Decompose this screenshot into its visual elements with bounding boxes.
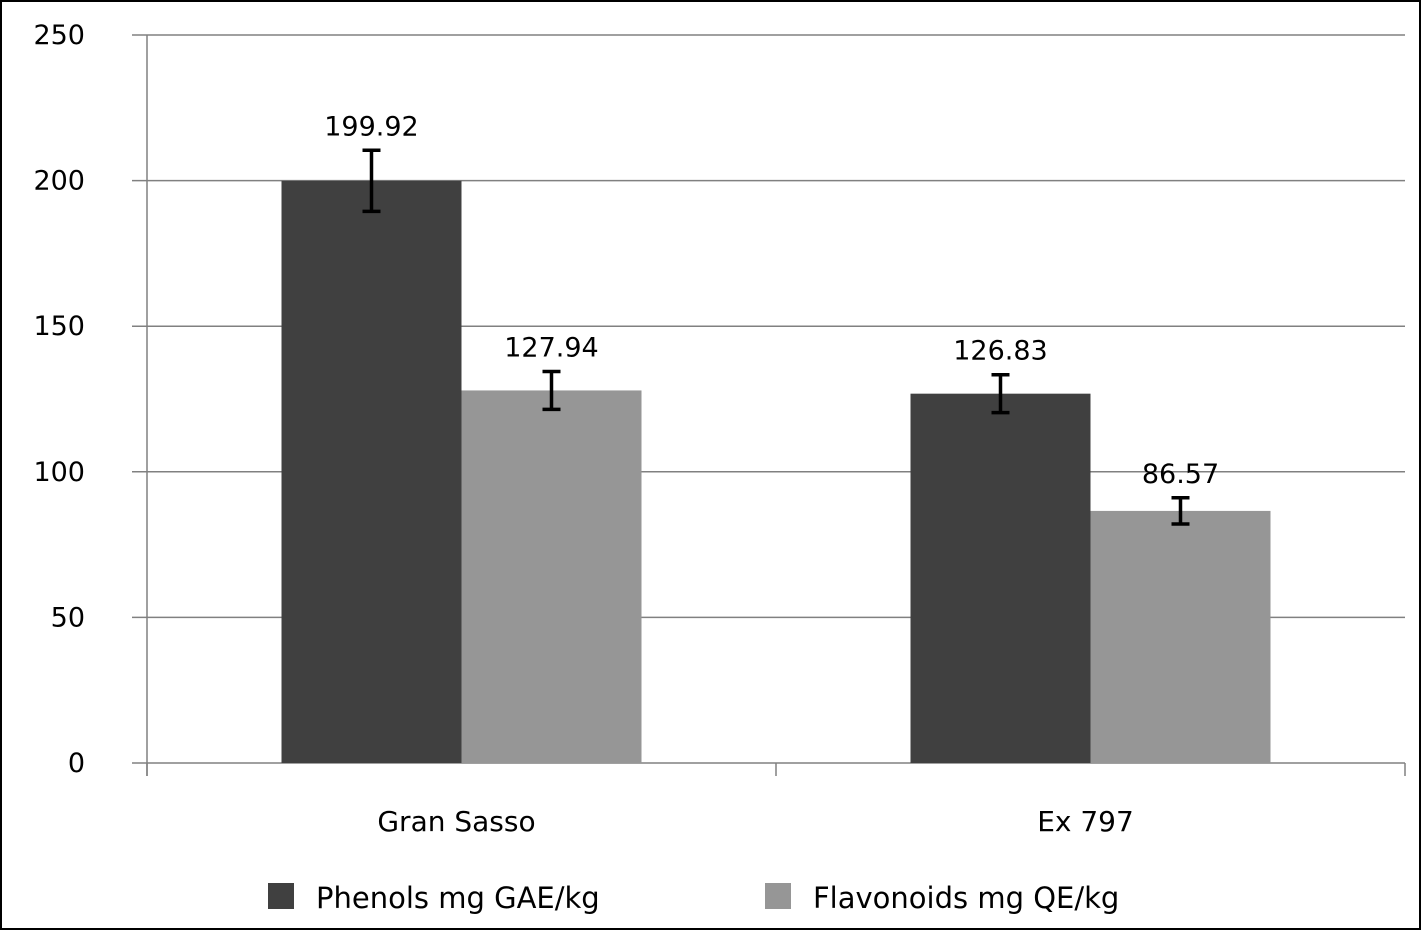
y-tick-label: 250 [33,20,85,51]
bars [281,180,1271,764]
bar [461,390,642,763]
bar [910,393,1091,763]
bar [281,180,462,764]
x-tick-label: Gran Sasso [377,805,535,838]
bar [1090,510,1271,763]
legend-swatch [765,883,791,909]
x-tick-label: Ex 797 [1037,805,1134,838]
legend-label: Flavonoids mg QE/kg [813,881,1119,915]
y-tick-label: 100 [33,457,85,488]
data-label: 86.57 [1142,459,1219,490]
legend: Phenols mg GAE/kg Flavonoids mg QE/kg [268,881,1119,915]
data-label: 127.94 [504,333,598,364]
legend-label: Phenols mg GAE/kg [316,881,600,915]
error-bars [362,148,1190,526]
axes: 0 50 100 150 200 250 Gran Sasso Ex 797 [33,20,1406,838]
data-label: 126.83 [953,336,1047,367]
y-tick-label: 50 [51,602,85,633]
y-tick-label: 150 [33,311,85,342]
legend-swatch [268,883,294,909]
y-tick-label: 200 [33,166,85,197]
data-labels: 199.92 127.94 126.83 86.57 [324,111,1219,490]
y-tick-label: 0 [68,748,85,779]
data-label: 199.92 [324,111,418,142]
